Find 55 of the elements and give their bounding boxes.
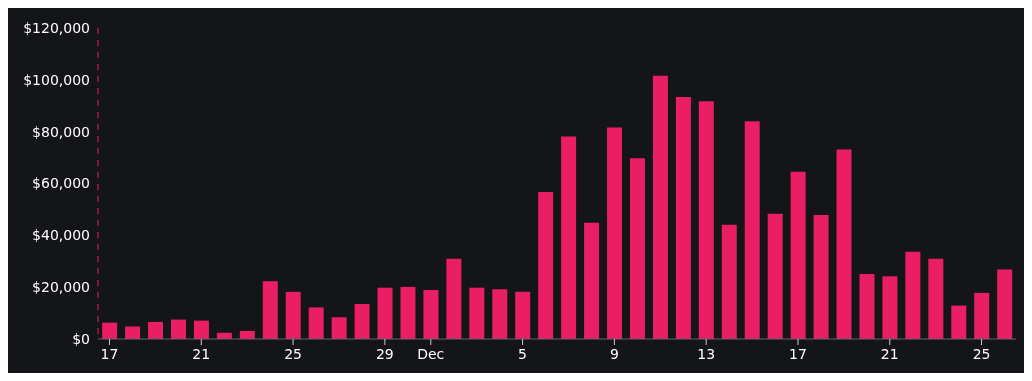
bar	[905, 251, 921, 339]
y-tick-label: $40,000	[32, 227, 90, 244]
bar	[859, 273, 875, 339]
bar	[446, 258, 462, 339]
bar	[331, 317, 347, 339]
x-tick-label: 25	[972, 346, 991, 362]
bar	[285, 291, 301, 339]
x-tick-label: 17	[100, 346, 119, 362]
bar	[193, 320, 209, 339]
bar	[721, 224, 737, 339]
x-tick-label: 21	[880, 346, 899, 362]
bar	[377, 287, 393, 339]
bar	[836, 149, 852, 339]
bar	[974, 292, 990, 339]
x-tick-label: Dec	[417, 346, 445, 362]
bar	[882, 276, 898, 339]
bar	[652, 75, 668, 339]
bar	[767, 213, 783, 339]
bar	[492, 289, 508, 339]
bar	[607, 127, 623, 339]
bar	[515, 291, 531, 339]
bar	[423, 290, 439, 339]
bar	[928, 258, 944, 339]
y-tick-label: $100,000	[23, 71, 90, 88]
bar	[308, 307, 324, 339]
bar	[354, 304, 370, 339]
y-tick-label: $80,000	[32, 123, 90, 140]
y-tick-label: $0	[72, 330, 90, 347]
bar	[400, 286, 416, 339]
bar	[170, 319, 186, 339]
bar	[744, 121, 760, 339]
bar	[675, 96, 691, 339]
bar	[561, 136, 577, 339]
bar	[813, 215, 829, 339]
bar	[469, 287, 485, 339]
bar	[584, 222, 600, 339]
bar	[148, 321, 164, 339]
x-tick-label: 21	[192, 346, 211, 362]
bar	[951, 305, 967, 339]
y-tick-label: $60,000	[32, 175, 90, 192]
x-tick-label: 25	[284, 346, 302, 362]
bar	[538, 192, 554, 339]
x-tick-label: 13	[697, 346, 716, 362]
x-tick-label: 9	[609, 346, 619, 362]
x-tick-label: 17	[789, 346, 807, 362]
bar	[102, 322, 118, 339]
y-tick-label: $120,000	[23, 19, 90, 36]
bar	[262, 281, 278, 339]
bar	[698, 101, 714, 339]
bar	[997, 269, 1013, 339]
y-tick-label: $20,000	[32, 279, 90, 296]
x-tick-label: 5	[518, 346, 528, 362]
bar	[629, 158, 645, 339]
bar	[790, 171, 806, 339]
x-tick-label: 29	[375, 346, 394, 362]
